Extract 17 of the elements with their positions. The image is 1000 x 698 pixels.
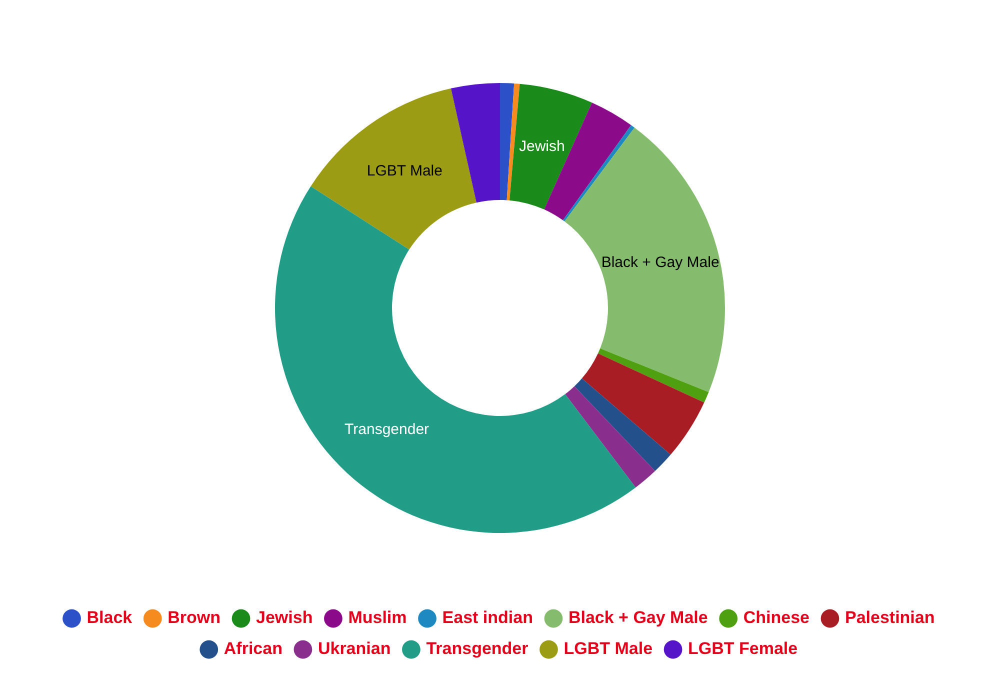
- legend-label: LGBT Male: [564, 639, 653, 658]
- data-label: Jewish: [518, 138, 565, 155]
- legend-label: Jewish: [256, 608, 313, 628]
- legend-label: East indian: [442, 608, 533, 628]
- legend-label: Black: [86, 608, 133, 628]
- legend-label: African: [224, 639, 282, 658]
- legend-label: Muslim: [348, 608, 407, 628]
- legend-label: Palestinian: [844, 608, 935, 628]
- legend-label: Transgender: [426, 639, 529, 658]
- legend-label: LGBT Female: [688, 639, 798, 658]
- legend-label: Brown: [168, 608, 221, 628]
- data-label: Black + Gay Male: [601, 254, 720, 272]
- data-label: LGBT Male: [366, 162, 442, 180]
- legend-label: Chinese: [743, 608, 810, 628]
- data-label: Transgender: [344, 421, 430, 438]
- legend-label: Ukranian: [318, 639, 391, 658]
- legend-label: Black + Gay Male: [568, 608, 708, 628]
